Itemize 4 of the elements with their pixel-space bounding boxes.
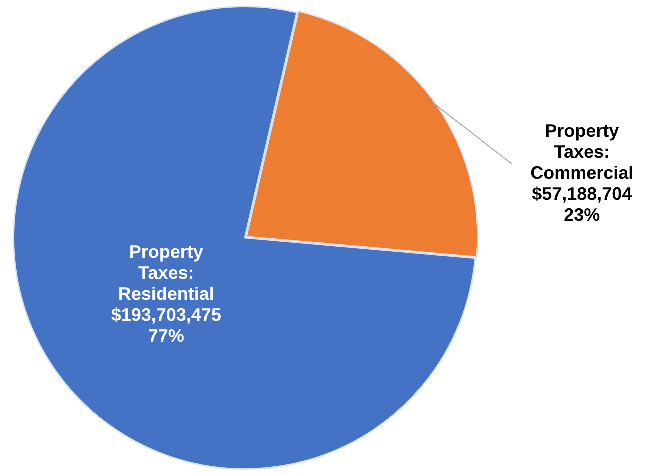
data-label: $57,188,704 23% xyxy=(532,184,632,226)
slice-label: Property Taxes: Residential xyxy=(118,242,214,304)
data-label: $193,703,475 77% xyxy=(111,305,222,346)
slice-label: Property Taxes: Commercial xyxy=(530,121,634,184)
